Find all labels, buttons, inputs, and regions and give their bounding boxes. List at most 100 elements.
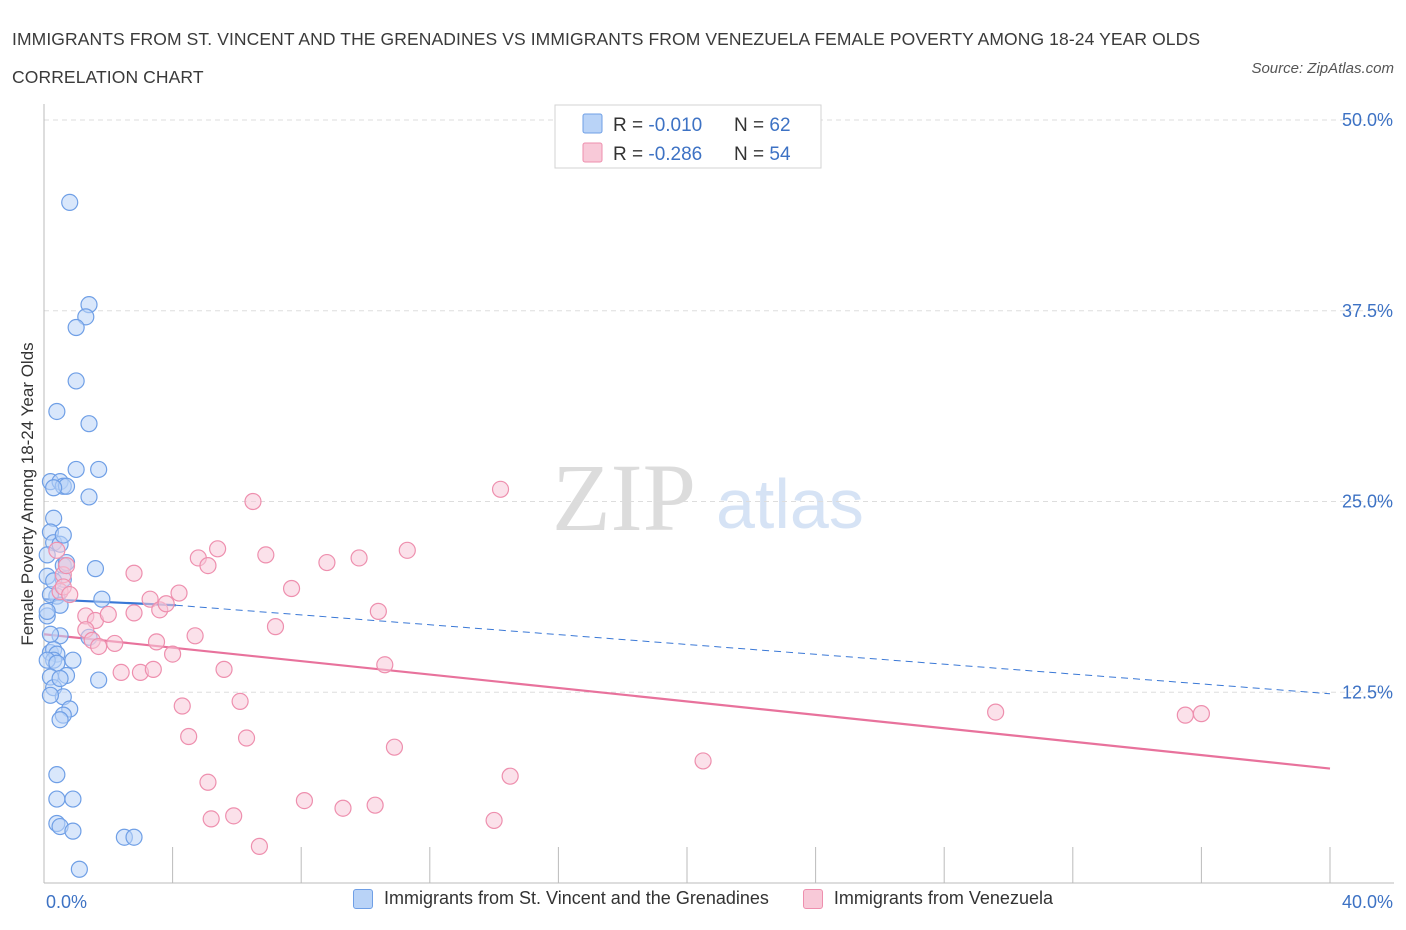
data-point-vincent	[86, 560, 105, 578]
data-point-vincent	[48, 790, 66, 808]
data-point-vincent	[67, 372, 85, 390]
legend-label-vincent: Immigrants from St. Vincent and the Gren…	[384, 888, 769, 908]
data-point-venezuela	[385, 738, 404, 756]
y-tick-label: 12.5%	[1342, 682, 1393, 702]
data-point-venezuela	[318, 553, 336, 572]
data-point-venezuela	[237, 729, 256, 747]
svg-text:N = 62: N = 62	[734, 115, 791, 136]
y-tick-label: 25.0%	[1342, 492, 1393, 512]
data-point-vincent	[61, 193, 79, 212]
y-tick-label: 50.0%	[1342, 110, 1393, 130]
data-point-vincent	[38, 602, 56, 620]
legend-swatch-vincent-bottom	[353, 888, 374, 909]
legend-r-value-2: -0.286	[648, 144, 702, 165]
data-point-venezuela	[366, 796, 384, 814]
data-point-vincent	[45, 479, 63, 497]
correlation-legend: R = -0.010 N = 62 R = -0.286 N = 54	[554, 104, 822, 169]
y-axis-label: Female Poverty Among 18-24 Year Olds	[18, 342, 37, 645]
legend-label-venezuela: Immigrants from Venezuela	[833, 888, 1053, 908]
legend-n-label-2: N =	[734, 144, 769, 165]
legend-swatch-vincent	[582, 113, 603, 134]
data-point-venezuela	[164, 645, 182, 663]
data-point-vincent	[51, 669, 69, 688]
chart-title: IMMIGRANTS FROM ST. VINCENT AND THE GREN…	[12, 29, 1201, 87]
data-point-venezuela	[398, 541, 416, 559]
data-point-venezuela	[141, 590, 159, 608]
data-point-vincent	[125, 828, 143, 846]
data-point-vincent	[51, 711, 69, 729]
y-tick-labels: 12.5% 25.0% 37.5% 50.0%	[1342, 110, 1393, 702]
data-point-venezuela	[225, 807, 243, 825]
data-point-venezuela	[125, 564, 143, 582]
data-point-venezuela	[491, 480, 510, 498]
series-legend: Immigrants from St. Vincent and the Gren…	[0, 888, 1406, 909]
data-point-venezuela	[209, 540, 227, 558]
data-point-vincent	[80, 415, 98, 433]
source-credit: Source: ZipAtlas.com	[1251, 60, 1394, 77]
data-point-vincent	[67, 460, 85, 479]
y-tick-label: 37.5%	[1342, 301, 1393, 321]
data-point-vincent	[48, 766, 66, 784]
data-point-vincent	[54, 526, 72, 544]
data-point-vincent	[77, 308, 95, 326]
data-point-venezuela	[334, 799, 352, 817]
watermark-zip: ZIP	[552, 444, 696, 551]
data-point-venezuela	[215, 660, 233, 678]
legend-n-value-2: 54	[769, 144, 791, 165]
data-point-venezuela	[1192, 705, 1211, 723]
data-point-venezuela	[244, 492, 262, 511]
data-point-venezuela	[202, 810, 220, 828]
data-point-vincent	[80, 488, 98, 506]
data-point-venezuela	[694, 752, 712, 770]
data-point-vincent	[93, 590, 111, 608]
data-point-venezuela	[147, 633, 166, 651]
svg-text:R = -0.010: R = -0.010	[613, 115, 702, 136]
data-point-vincent	[70, 860, 88, 878]
data-point-venezuela	[144, 660, 162, 678]
data-point-venezuela	[485, 811, 503, 830]
legend-r-value-1: -0.010	[648, 115, 702, 136]
data-point-venezuela	[987, 703, 1005, 721]
data-point-vincent	[64, 651, 82, 669]
x-tick-label-min: 0.0%	[46, 892, 87, 912]
data-point-venezuela	[376, 656, 394, 674]
svg-text:R = -0.286: R = -0.286	[613, 144, 702, 165]
data-point-venezuela	[180, 727, 198, 746]
watermark: ZIP atlas	[552, 444, 864, 551]
legend-n-label-1: N =	[734, 115, 769, 136]
data-point-venezuela	[170, 584, 188, 602]
data-point-venezuela	[231, 692, 249, 711]
x-tick-label-max: 40.0%	[1342, 892, 1393, 912]
data-point-venezuela	[266, 618, 285, 636]
data-point-venezuela	[112, 663, 130, 682]
legend-item-vincent[interactable]: Immigrants from St. Vincent and the Gren…	[353, 888, 769, 909]
data-point-vincent	[90, 671, 108, 689]
legend-swatch-venezuela-bottom	[802, 888, 823, 909]
legend-r-label-2: R =	[613, 144, 648, 165]
data-point-venezuela	[106, 634, 124, 653]
legend-n-value-1: 62	[769, 115, 790, 136]
data-point-venezuela	[99, 605, 117, 624]
watermark-atlas: atlas	[716, 465, 864, 543]
trend-line-venezuela	[43, 633, 1331, 770]
data-point-vincent	[64, 790, 82, 808]
data-point-venezuela	[186, 627, 204, 645]
data-point-venezuela	[369, 602, 387, 620]
trend-line-vincent-dashed	[175, 604, 1331, 695]
data-point-venezuela	[501, 767, 519, 785]
legend-item-venezuela[interactable]: Immigrants from Venezuela	[802, 888, 1053, 909]
data-point-venezuela	[350, 549, 368, 567]
legend-r-label-1: R =	[613, 115, 648, 136]
data-point-vincent	[41, 625, 60, 643]
data-point-venezuela	[1176, 706, 1194, 724]
data-point-vincent	[90, 460, 108, 479]
data-point-venezuela	[61, 585, 79, 604]
data-point-venezuela	[90, 637, 108, 656]
data-point-venezuela	[282, 579, 301, 598]
data-point-venezuela	[295, 791, 314, 810]
data-point-venezuela	[257, 546, 275, 564]
data-point-venezuela	[157, 595, 175, 613]
data-point-vincent	[67, 318, 85, 337]
data-point-venezuela	[199, 773, 217, 791]
